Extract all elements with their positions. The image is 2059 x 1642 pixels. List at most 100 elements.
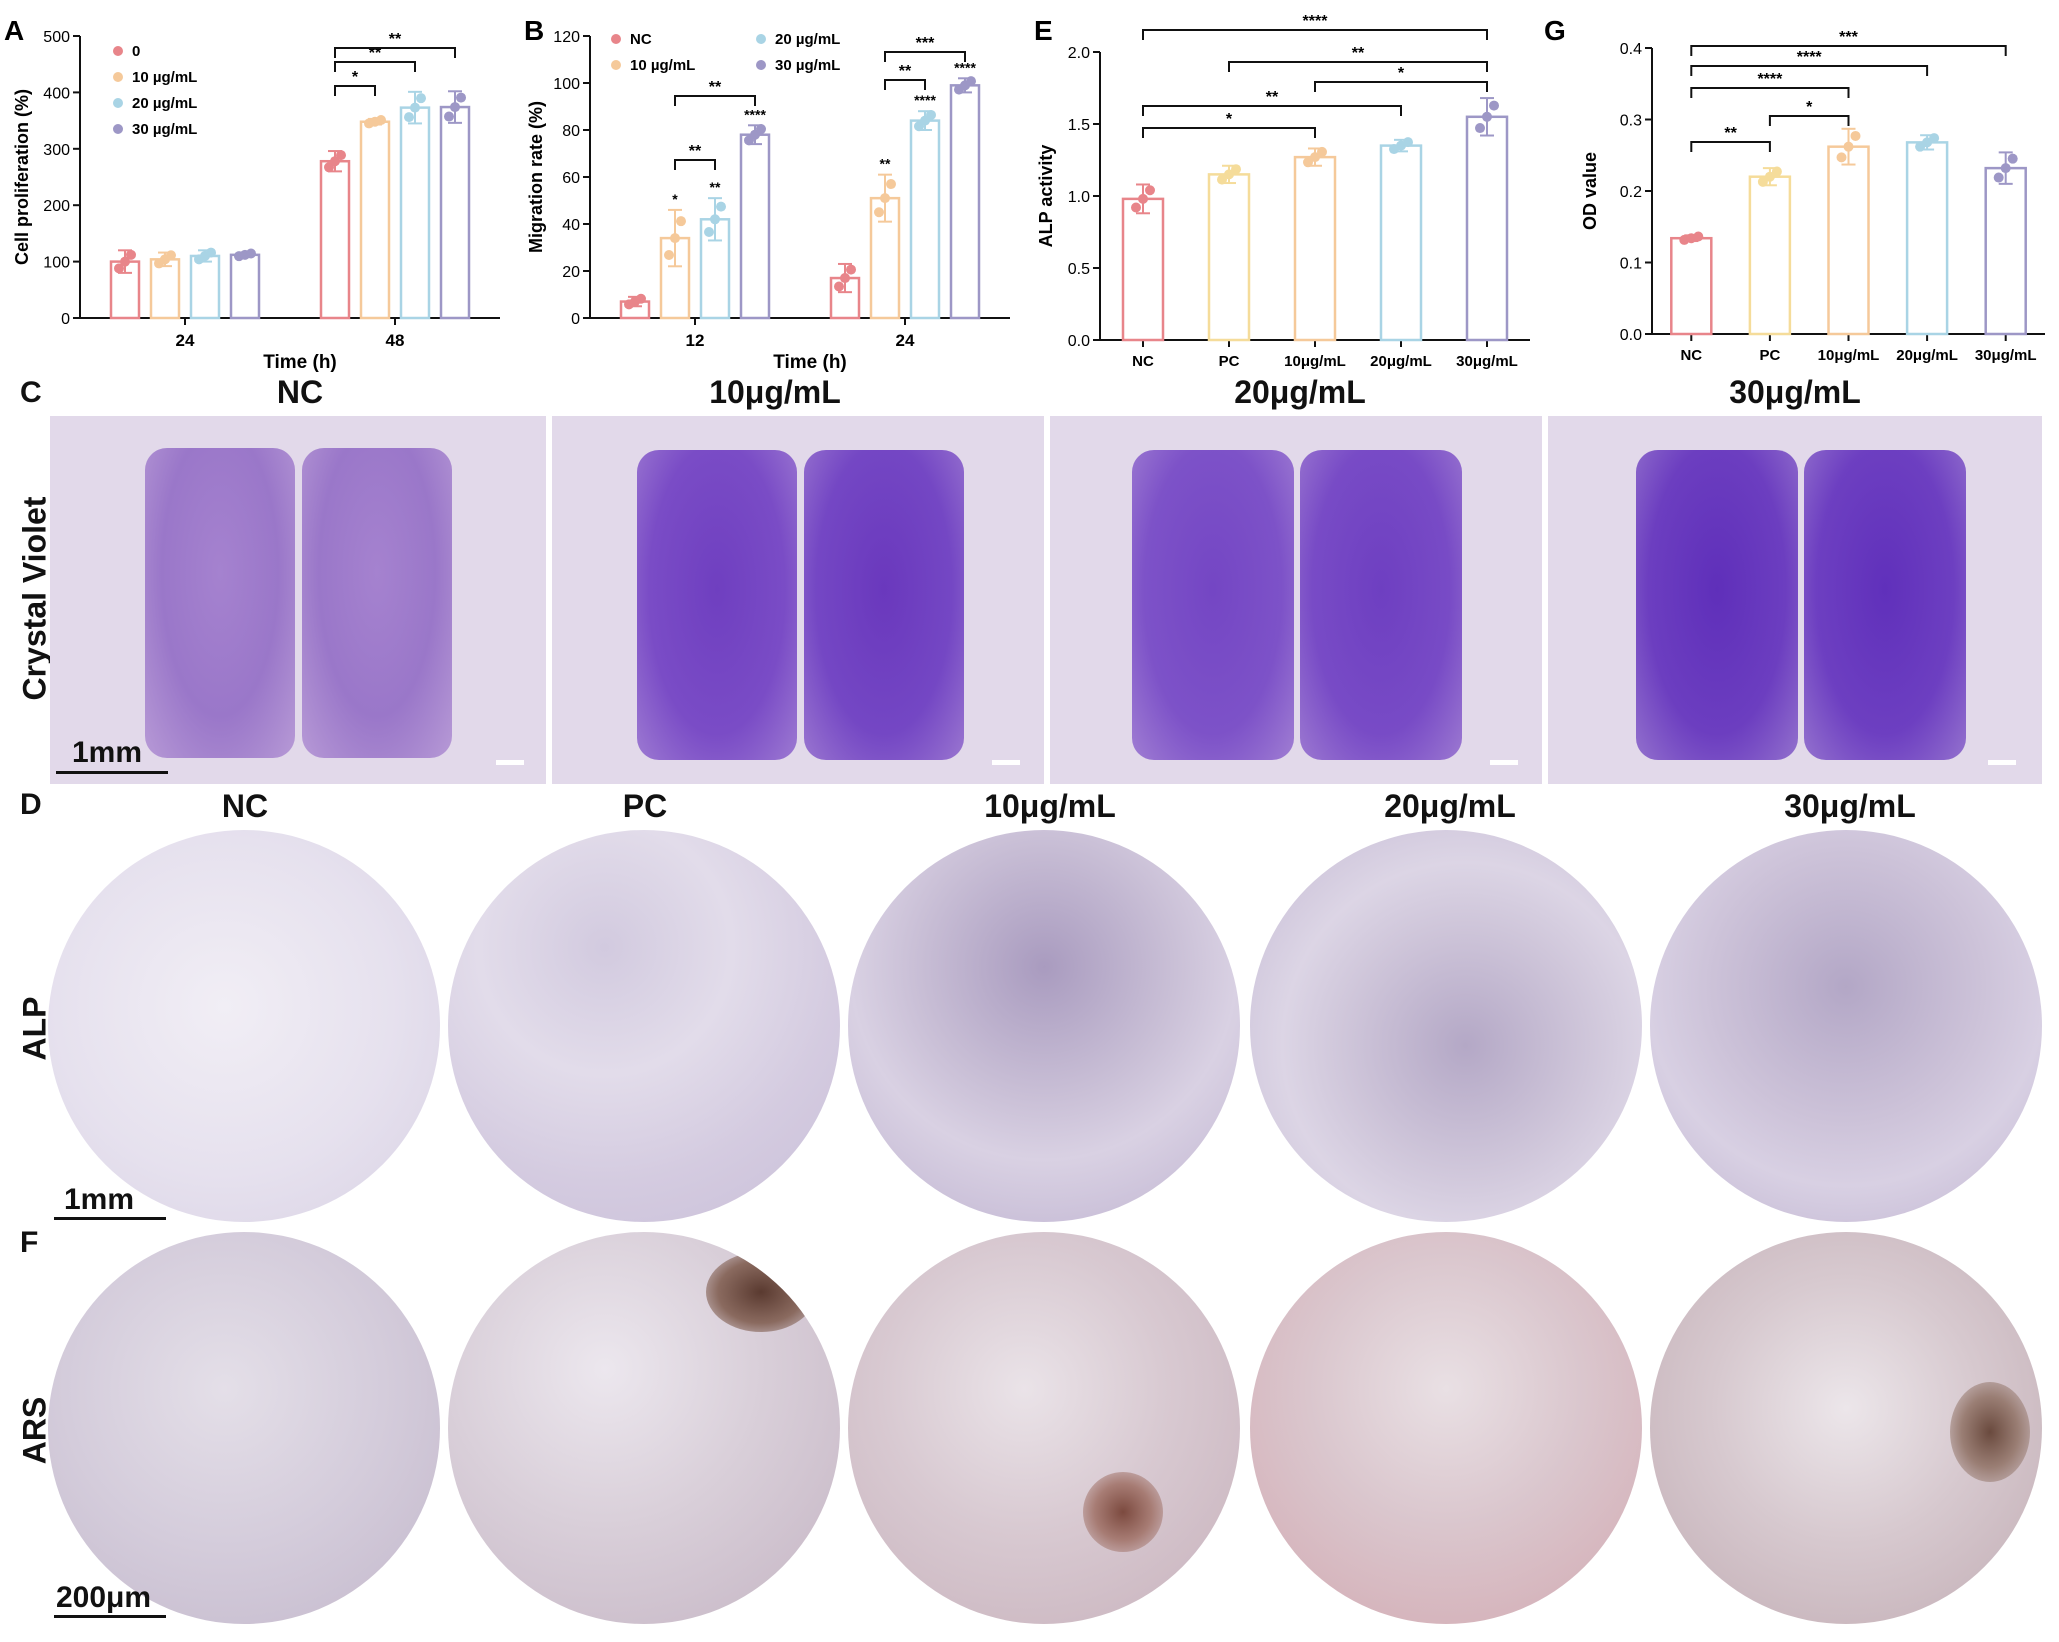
bar bbox=[1465, 115, 1509, 342]
x-tick-label: 12 bbox=[686, 331, 705, 350]
ars-image-nc bbox=[48, 1232, 440, 1624]
bar-significance-label: **** bbox=[954, 59, 976, 75]
bar bbox=[1379, 144, 1423, 342]
x-axis-title: Time (h) bbox=[773, 352, 847, 373]
legend-label: 30 µg/mL bbox=[132, 121, 197, 138]
data-point bbox=[664, 250, 674, 261]
data-point bbox=[1843, 141, 1854, 152]
alp-image-nc bbox=[48, 830, 440, 1222]
significance-label: * bbox=[1398, 65, 1405, 82]
crystal-head-nc: NC bbox=[276, 374, 324, 410]
data-point bbox=[404, 112, 414, 123]
significance-bracket bbox=[1690, 45, 2007, 56]
alp-scale-label: 1mm bbox=[64, 1183, 135, 1216]
legend-marker bbox=[113, 46, 123, 56]
bar bbox=[1905, 141, 1949, 336]
panel-a-label: A bbox=[4, 15, 24, 46]
y-tick-label: 2.0 bbox=[1068, 45, 1090, 62]
data-point bbox=[880, 193, 890, 204]
data-point bbox=[1231, 164, 1241, 175]
bar bbox=[949, 84, 981, 320]
data-point bbox=[120, 256, 130, 267]
significance-bracket bbox=[884, 51, 966, 62]
significance-bracket bbox=[1142, 127, 1316, 138]
ars-image-20 bbox=[1250, 1232, 1642, 1624]
significance-bracket bbox=[674, 95, 756, 106]
data-point bbox=[1145, 185, 1155, 196]
significance-label: **** bbox=[1797, 49, 1823, 66]
bar-significance-label: **** bbox=[914, 92, 936, 108]
x-axis-title: Time (h) bbox=[263, 352, 337, 373]
significance-bracket bbox=[884, 79, 926, 90]
data-point bbox=[166, 250, 176, 261]
crystal-scale-bar bbox=[56, 771, 168, 774]
legend-label: 30 µg/mL bbox=[775, 57, 840, 74]
data-point bbox=[246, 248, 256, 259]
data-point bbox=[324, 162, 334, 173]
crystal-head-10: 10μg/mL bbox=[709, 374, 841, 410]
ars-scale-label: 200μm bbox=[56, 1581, 152, 1614]
data-point bbox=[1310, 152, 1320, 163]
bar-significance-label: ** bbox=[880, 156, 891, 172]
alp-head-30: 30μg/mL bbox=[1784, 788, 1916, 824]
crystal-image-20 bbox=[1050, 416, 1542, 784]
y-tick-label: 300 bbox=[43, 142, 70, 159]
bar bbox=[439, 105, 471, 320]
data-point bbox=[1131, 202, 1141, 213]
data-point bbox=[444, 111, 454, 122]
panel-b-chart: B 0 20 40 60 80 100 120 Migration rate (%) Time (… bbox=[520, 0, 1040, 380]
data-point bbox=[1836, 152, 1847, 163]
y-tick-label: 0.4 bbox=[1620, 41, 1642, 58]
significance-label: * bbox=[1806, 99, 1813, 116]
x-tick-label: 30μg/mL bbox=[1456, 353, 1518, 370]
significance-label: ** bbox=[709, 79, 722, 96]
significance-label: * bbox=[352, 69, 359, 86]
data-point bbox=[456, 92, 466, 103]
y-tick-label: 0.0 bbox=[1068, 333, 1090, 350]
data-point bbox=[1403, 137, 1413, 148]
crystal-head-30: 30μg/mL bbox=[1729, 374, 1861, 410]
panel-f-label: F bbox=[20, 1226, 39, 1259]
significance-label: * bbox=[1226, 111, 1233, 128]
data-point bbox=[1993, 172, 2004, 183]
alp-image-10 bbox=[848, 830, 1240, 1222]
data-point bbox=[834, 281, 844, 292]
bar bbox=[189, 254, 221, 320]
data-point bbox=[126, 249, 136, 260]
ars-image-10 bbox=[848, 1232, 1240, 1624]
y-tick-label: 200 bbox=[43, 198, 70, 215]
bar bbox=[1984, 166, 2027, 336]
significance-label: **** bbox=[1303, 13, 1329, 30]
data-point bbox=[1489, 100, 1499, 111]
data-point bbox=[1224, 169, 1234, 180]
panel-a-svg: A 0 100 200 300 400 500 Cell proliferation (%) T… bbox=[4, 15, 500, 373]
alp-head-pc: PC bbox=[622, 788, 668, 824]
y-tick-label: 20 bbox=[562, 264, 580, 281]
crystal-scale-label: 1mm bbox=[72, 736, 143, 769]
ars-image-30 bbox=[1650, 1232, 2042, 1624]
data-point bbox=[114, 263, 124, 274]
x-tick-label: 24 bbox=[176, 331, 195, 350]
x-tick-label: NC bbox=[1132, 353, 1154, 370]
alp-head-20: 20μg/mL bbox=[1384, 788, 1516, 824]
x-tick-label: 30μg/mL bbox=[1975, 347, 2037, 364]
data-point bbox=[1303, 157, 1313, 168]
data-point bbox=[1771, 166, 1782, 177]
alp-image-pc bbox=[448, 830, 840, 1222]
data-point bbox=[840, 273, 850, 284]
legend-marker bbox=[756, 60, 766, 70]
significance-bracket bbox=[334, 47, 456, 58]
y-tick-label: 80 bbox=[562, 123, 580, 140]
bar bbox=[1121, 197, 1165, 342]
data-point bbox=[1138, 193, 1148, 204]
panel-g-svg: G 0.0 0.1 0.2 0.3 0.4 OD value NC PC 10μg/mL 20μg/… bbox=[1544, 15, 2045, 364]
data-point bbox=[1217, 174, 1227, 185]
bar bbox=[1827, 145, 1870, 336]
bar bbox=[229, 253, 261, 320]
legend-marker bbox=[756, 34, 766, 44]
x-tick-label: 24 bbox=[896, 331, 915, 350]
crystal-scale-mark-nc bbox=[496, 760, 524, 765]
data-point bbox=[670, 233, 680, 244]
data-point bbox=[1929, 133, 1940, 144]
data-point bbox=[1475, 123, 1485, 134]
